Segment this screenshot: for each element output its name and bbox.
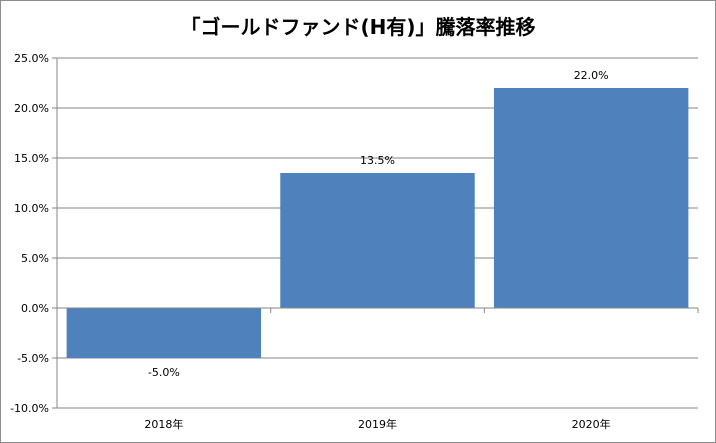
y-tick-label: -10.0% [10,402,49,415]
bar-0 [66,308,262,358]
y-tick-label: 0.0% [21,302,49,315]
bar-2 [493,88,689,308]
y-tick-label: 10.0% [14,202,49,215]
y-tick-label: 20.0% [14,102,49,115]
y-tick-label: 5.0% [21,252,49,265]
y-tick-label: 15.0% [14,152,49,165]
data-label-2: 22.0% [574,69,609,82]
x-tick-label-2: 2020年 [572,417,611,431]
y-tick-label: -5.0% [17,352,49,365]
chart-title: 「ゴールドファンド(H有)」騰落率推移 [180,15,536,39]
axes [52,57,699,409]
bar-1 [280,173,475,308]
data-label-0: -5.0% [148,366,180,379]
y-tick-label: 25.0% [14,52,49,65]
x-tick-label-0: 2018年 [144,417,183,431]
bars [66,88,689,358]
x-tick-label-1: 2019年 [358,417,397,431]
data-label-1: 13.5% [360,154,395,167]
labels: 25.0% 20.0% 15.0% 10.0% 5.0% 0.0% -5.0% -10.0% -… [10,52,611,431]
